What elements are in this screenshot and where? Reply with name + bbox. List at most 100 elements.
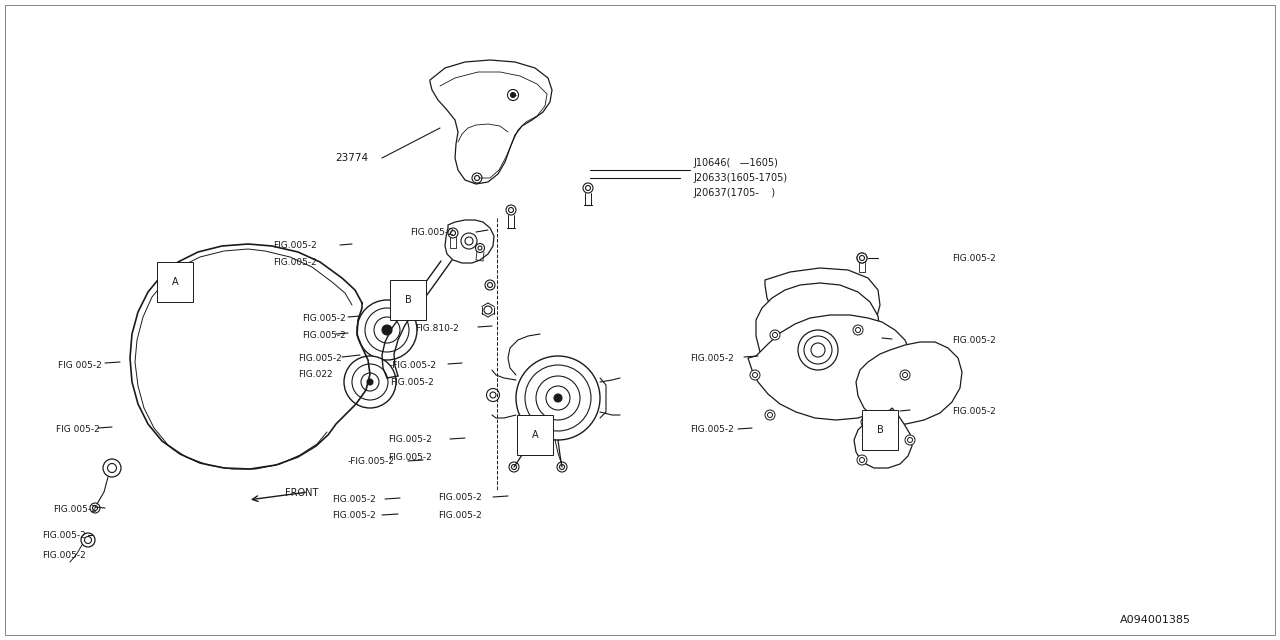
Text: FIG.005-2: FIG.005-2 [332,495,376,504]
Text: FIG.005-2: FIG.005-2 [388,435,431,445]
Circle shape [475,243,485,253]
Text: -FIG.005-2: -FIG.005-2 [390,360,436,369]
Text: B: B [877,425,883,435]
Text: FIG.005-2: FIG.005-2 [302,330,346,339]
Circle shape [753,372,758,378]
Text: FIG.005-2: FIG.005-2 [42,550,86,559]
Circle shape [508,207,513,212]
Circle shape [905,435,915,445]
Circle shape [900,370,910,380]
Circle shape [477,246,483,250]
Circle shape [525,365,591,431]
Text: FIG.005-2: FIG.005-2 [952,253,996,262]
Text: FIG.005-2: FIG.005-2 [302,314,346,323]
Circle shape [536,376,580,420]
Text: A: A [172,277,178,287]
Text: -FIG.005-2: -FIG.005-2 [348,458,396,467]
Circle shape [858,455,867,465]
Circle shape [861,417,870,427]
Text: FIG.005-2: FIG.005-2 [438,493,481,502]
Text: J20633(1605-1705): J20633(1605-1705) [692,173,787,183]
Circle shape [506,205,516,215]
Text: FIG.005-2: FIG.005-2 [690,426,733,435]
Text: FRONT: FRONT [285,488,319,498]
Circle shape [859,255,864,260]
Circle shape [812,343,826,357]
Text: FIG.005-2: FIG.005-2 [410,227,453,237]
Circle shape [361,373,379,391]
Circle shape [582,183,593,193]
Circle shape [81,533,95,547]
Circle shape [488,282,493,287]
Text: FIG.005-2: FIG.005-2 [273,257,316,266]
Polygon shape [765,268,881,344]
Circle shape [84,536,91,543]
Circle shape [507,90,518,100]
Text: J20637(1705-    ): J20637(1705- ) [692,188,776,198]
Text: FIG.005-2: FIG.005-2 [438,511,481,520]
Text: 23774: 23774 [335,153,369,163]
Text: A094001385: A094001385 [1120,615,1190,625]
Circle shape [357,300,417,360]
Text: FIG.005-2: FIG.005-2 [690,353,733,362]
Text: FIG.005-2: FIG.005-2 [952,335,996,344]
Circle shape [516,356,600,440]
Polygon shape [445,220,494,263]
Text: FIG.022: FIG.022 [298,369,333,378]
Text: A: A [531,430,539,440]
Circle shape [461,233,477,249]
Text: FIG 005-2: FIG 005-2 [58,360,101,369]
Text: B: B [404,295,411,305]
Circle shape [367,379,372,385]
Circle shape [554,394,562,402]
Circle shape [92,506,97,511]
Circle shape [859,255,864,260]
Circle shape [475,175,480,180]
Circle shape [858,253,867,263]
Text: FIG.005-2: FIG.005-2 [952,408,996,417]
Polygon shape [854,408,913,468]
Text: FIG 005-2: FIG 005-2 [56,426,100,435]
Circle shape [102,459,122,477]
Text: FIG.005-2: FIG.005-2 [388,452,431,461]
Circle shape [511,93,516,97]
Circle shape [557,462,567,472]
Circle shape [773,333,777,337]
Circle shape [547,386,570,410]
Circle shape [472,173,483,183]
Text: FIG.005-2: FIG.005-2 [42,531,86,540]
Circle shape [352,364,388,400]
Circle shape [486,388,499,401]
Circle shape [485,280,495,290]
Circle shape [804,336,832,364]
Text: FIG.005-2: FIG.005-2 [298,353,342,362]
Circle shape [509,462,518,472]
Circle shape [855,328,860,333]
Text: FIG.005-2: FIG.005-2 [332,511,376,520]
Text: FIG.005-2: FIG.005-2 [273,241,316,250]
Circle shape [902,372,908,378]
Circle shape [344,356,396,408]
Circle shape [465,237,474,245]
Circle shape [451,230,456,236]
Text: J10646(   —1605): J10646( —1605) [692,158,778,168]
Circle shape [490,392,497,398]
Polygon shape [748,315,910,420]
Circle shape [365,308,410,352]
Circle shape [765,410,774,420]
Polygon shape [430,60,552,184]
Circle shape [374,317,401,343]
Circle shape [108,463,116,472]
Circle shape [448,228,458,238]
Circle shape [768,413,773,417]
Circle shape [797,330,838,370]
Circle shape [484,306,492,314]
Circle shape [864,419,869,424]
Polygon shape [856,342,963,424]
Text: FIG.810-2: FIG.810-2 [415,323,458,333]
Circle shape [90,503,100,513]
Circle shape [771,330,780,340]
Circle shape [559,465,564,470]
Circle shape [750,370,760,380]
Circle shape [381,325,392,335]
